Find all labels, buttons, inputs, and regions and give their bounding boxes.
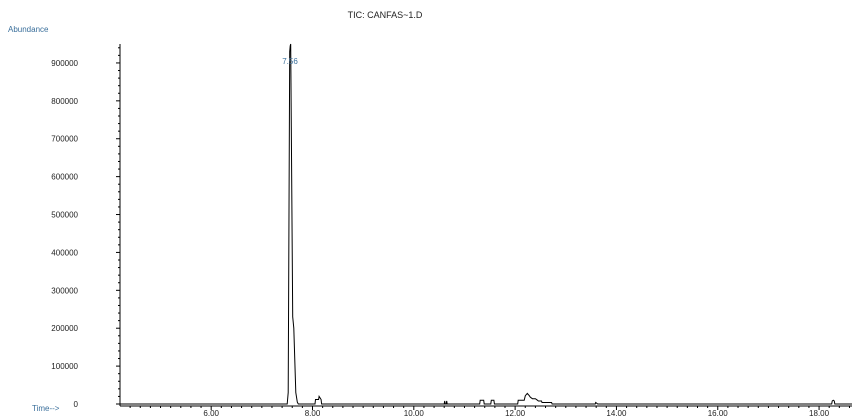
x-tick-label: 6.00: [203, 409, 219, 417]
peak-annotations: 7.56: [282, 57, 298, 66]
y-axis-label: Abundance: [8, 25, 49, 34]
y-axis-ticks: 900000 800000 700000 600000 500000 400000 3000…: [51, 47, 120, 409]
x-axis-ticks: 6.00 8.00 10.00 12.00 14.00 16.00 18.00: [129, 406, 850, 417]
x-tick-label: 12.00: [505, 409, 526, 417]
y-tick-label: 0: [74, 400, 79, 409]
y-tick-label: 100000: [51, 362, 78, 371]
chart-title: TIC: CANFAS~1.D: [348, 10, 423, 20]
x-tick-label: 16.00: [708, 409, 729, 417]
y-tick-label: 400000: [51, 248, 78, 257]
tic-trace: [120, 43, 852, 405]
x-tick-label: 8.00: [305, 409, 321, 417]
y-tick-label: 200000: [51, 324, 78, 333]
x-tick-label: 10.00: [404, 409, 425, 417]
y-tick-label: 600000: [51, 173, 78, 182]
peak-label: 7.56: [282, 57, 298, 66]
y-tick-label: 900000: [51, 59, 78, 68]
x-tick-label: 18.00: [809, 409, 830, 417]
y-tick-label: 300000: [51, 286, 78, 295]
x-axis-label: Time-->: [32, 404, 60, 413]
y-tick-label: 800000: [51, 97, 78, 106]
y-tick-label: 500000: [51, 211, 78, 220]
x-tick-label: 14.00: [606, 409, 627, 417]
y-tick-label: 700000: [51, 135, 78, 144]
